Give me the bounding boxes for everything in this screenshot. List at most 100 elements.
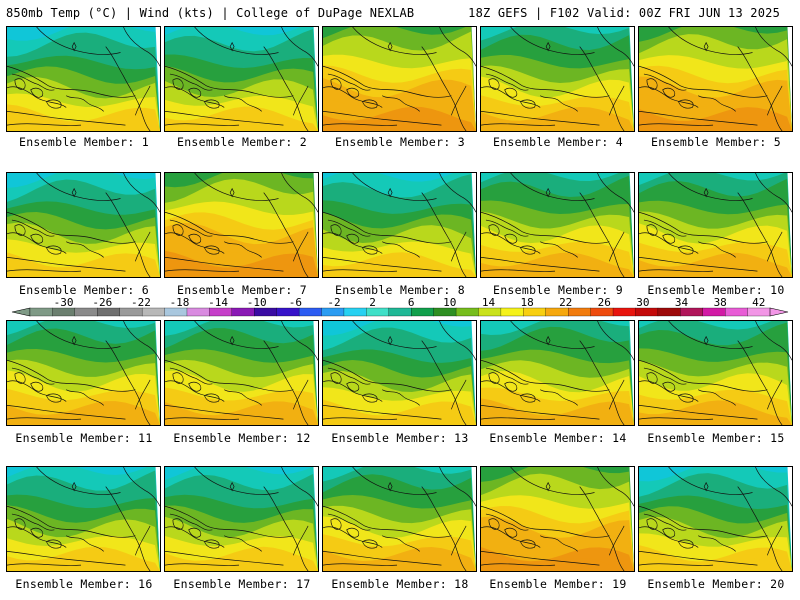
member-caption: Ensemble Member: 15 — [647, 431, 785, 445]
colorbar-tick-label: -10 — [247, 297, 267, 309]
colorbar-swatch — [141, 307, 165, 317]
temperature-field — [481, 173, 634, 277]
colorbar-swatch — [747, 307, 771, 317]
colorbar-swatch — [702, 307, 726, 317]
ensemble-member-map[interactable] — [6, 466, 161, 572]
colorbar-swatch — [276, 307, 300, 317]
member-caption: Ensemble Member: 9 — [492, 283, 624, 297]
member-caption: Ensemble Member: 17 — [173, 577, 311, 591]
colorbar-tick-label: -6 — [289, 297, 302, 309]
colorbar-swatch — [680, 307, 704, 317]
temperature-field — [323, 27, 476, 131]
colorbar-tick-label: -2 — [327, 297, 340, 309]
colorbar-swatch — [97, 307, 121, 317]
temperature-field — [323, 467, 476, 571]
ensemble-member-map[interactable] — [6, 26, 161, 132]
ensemble-member-map[interactable] — [164, 26, 319, 132]
colorbar-tick-label: 18 — [520, 297, 533, 309]
colorbar-swatch — [657, 307, 681, 317]
colorbar-swatch — [725, 307, 749, 317]
colorbar-tick-label: 26 — [598, 297, 611, 309]
colorbar-tick-label: -22 — [131, 297, 151, 309]
colorbar-swatch — [411, 307, 435, 317]
colorbar-swatch — [455, 307, 479, 317]
colorbar-swatch — [254, 307, 278, 317]
colorbar-tick-label: -14 — [208, 297, 228, 309]
ensemble-member-map[interactable] — [480, 26, 635, 132]
member-caption: Ensemble Member: 8 — [334, 283, 466, 297]
colorbar-tick-label: 22 — [559, 297, 572, 309]
member-caption: Ensemble Member: 14 — [489, 431, 627, 445]
temperature-field — [165, 27, 318, 131]
ensemble-member-map[interactable] — [480, 320, 635, 426]
temperature-colorbar: -30 -26 -22 -18 -14 -10 -6 -2 2 6 10 14 18 22 26 30 34 38… — [11, 297, 789, 317]
member-caption: Ensemble Member: 7 — [176, 283, 308, 297]
colorbar-swatch — [568, 307, 592, 317]
member-caption: Ensemble Member: 11 — [15, 431, 153, 445]
colorbar-swatch — [612, 307, 636, 317]
colorbar-swatch — [635, 307, 659, 317]
ensemble-member-map[interactable] — [638, 320, 793, 426]
member-caption: Ensemble Member: 10 — [647, 283, 785, 297]
ensemble-member-map[interactable] — [6, 320, 161, 426]
ensemble-member-map[interactable] — [322, 172, 477, 278]
member-caption: Ensemble Member: 12 — [173, 431, 311, 445]
member-caption: Ensemble Member: 3 — [334, 135, 466, 149]
temperature-field — [7, 27, 160, 131]
colorbar-tick-label: -30 — [54, 297, 74, 309]
member-caption: Ensemble Member: 18 — [331, 577, 469, 591]
colorbar-tick-label: -26 — [92, 297, 112, 309]
ensemble-member-map[interactable] — [6, 172, 161, 278]
ensemble-member-map[interactable] — [638, 466, 793, 572]
ensemble-member-map[interactable] — [322, 320, 477, 426]
colorbar-swatch — [523, 307, 547, 317]
member-caption: Ensemble Member: 4 — [492, 135, 624, 149]
colorbar-swatch — [52, 307, 76, 317]
colorbar-swatch — [343, 307, 367, 317]
member-caption: Ensemble Member: 5 — [650, 135, 782, 149]
ensemble-member-map[interactable] — [322, 26, 477, 132]
ensemble-member-map[interactable] — [480, 466, 635, 572]
colorbar-swatch — [231, 307, 255, 317]
temperature-field — [7, 321, 160, 425]
colorbar-swatch — [186, 307, 210, 317]
temperature-field — [165, 467, 318, 571]
ensemble-member-map[interactable] — [322, 466, 477, 572]
ensemble-member-map[interactable] — [480, 172, 635, 278]
colorbar-swatch — [74, 307, 98, 317]
temperature-field — [481, 27, 634, 131]
member-caption: Ensemble Member: 6 — [18, 283, 150, 297]
ensemble-member-map[interactable] — [164, 466, 319, 572]
colorbar-tick-label: -18 — [170, 297, 190, 309]
colorbar-swatch — [590, 307, 614, 317]
colorbar-swatch — [366, 307, 390, 317]
ensemble-member-map[interactable] — [164, 172, 319, 278]
temperature-field — [7, 467, 160, 571]
temperature-field — [323, 321, 476, 425]
chart-title: 850mb Temp (°C) | Wind (kts) | College o… — [6, 6, 415, 20]
colorbar-swatch — [478, 307, 502, 317]
ensemble-member-map[interactable] — [164, 320, 319, 426]
temperature-field — [165, 173, 318, 277]
colorbar-swatch — [545, 307, 569, 317]
colorbar-swatch — [433, 307, 457, 317]
colorbar-tick-label: 2 — [369, 297, 376, 309]
member-caption: Ensemble Member: 2 — [176, 135, 308, 149]
ensemble-member-map[interactable] — [638, 26, 793, 132]
temperature-field — [7, 173, 160, 277]
colorbar-tick-label: 30 — [636, 297, 649, 309]
colorbar-tick-label: 38 — [714, 297, 727, 309]
ensemble-member-map[interactable] — [638, 172, 793, 278]
member-caption: Ensemble Member: 13 — [331, 431, 469, 445]
colorbar-swatch — [321, 307, 345, 317]
member-caption: Ensemble Member: 19 — [489, 577, 627, 591]
colorbar-tick-label: 14 — [482, 297, 496, 309]
temperature-field — [165, 321, 318, 425]
run-info: 18Z GEFS | F102 Valid: 00Z FRI JUN 13 20… — [468, 6, 780, 20]
temperature-field — [639, 321, 792, 425]
colorbar-tick-label: 6 — [408, 297, 415, 309]
member-caption: Ensemble Member: 1 — [18, 135, 150, 149]
colorbar-swatch — [164, 307, 188, 317]
temperature-field — [481, 321, 634, 425]
temperature-field — [323, 173, 476, 277]
